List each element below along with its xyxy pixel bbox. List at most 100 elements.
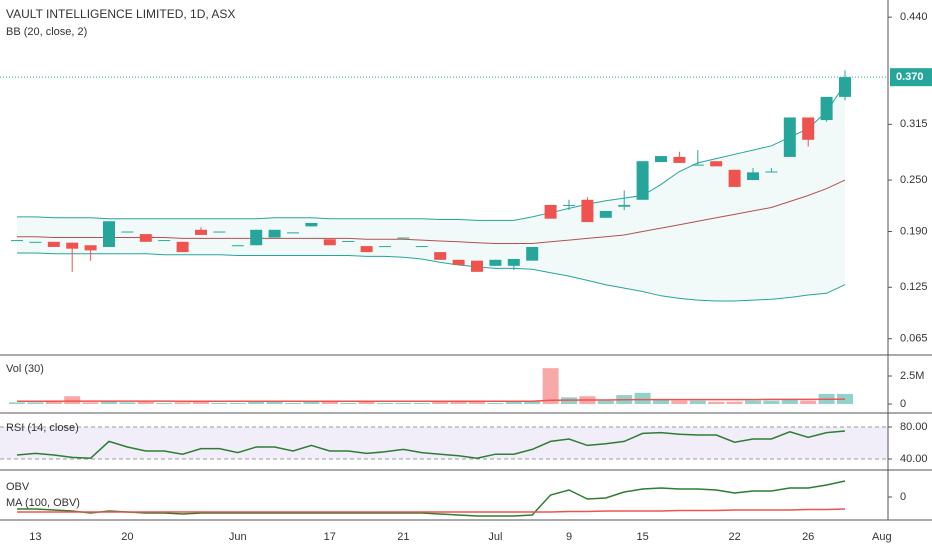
volume-bar [64,396,81,405]
y-tick-label: 0.250 [900,174,928,186]
candle-body [158,240,171,242]
rsi-band [0,427,888,459]
x-tick-label: 20 [121,531,133,543]
x-tick-label: Aug [872,531,892,543]
volume-bar [450,401,467,405]
volume-bar [505,401,522,405]
y-tick-label: 0 [900,398,906,410]
volume-bar [745,400,761,405]
volume-bar [285,402,301,405]
volume-bar [45,401,62,405]
band-upper [17,83,846,221]
candle-body [728,169,741,187]
y-tick-label: 0.190 [900,225,928,237]
volume-ma [17,398,846,403]
volume-bar [229,402,246,405]
volume-bar [597,400,614,405]
candle-body [287,232,299,234]
last-price-box [890,68,932,87]
candle-body [765,171,778,173]
volume-bar [671,400,688,405]
volume-bar [487,402,504,405]
candle-body [783,117,796,157]
indicator-line [17,508,846,513]
volume-bar [358,401,375,405]
y-tick-label: 40.00 [900,453,928,465]
volume-bar [82,402,99,405]
candle-body [176,241,189,253]
plots: 0.065 0.125 0.190 0.250 0.315 0.440 13 20 Jun 17 2… [0,11,932,543]
y-tick-label: 2.5M [900,370,924,382]
indicator-label: OBV [6,481,30,493]
candle-body [250,229,263,246]
candle-body [471,260,483,272]
candle-body [636,161,649,200]
candle-body [839,77,851,97]
candle-body [397,237,410,239]
candle-body [820,96,833,121]
x-tick-label: Jun [229,531,247,543]
volume-bar [837,393,853,405]
candle-body [305,222,318,227]
candle-body [434,252,447,260]
y-tick-label: 0.440 [900,11,928,23]
candle-body [342,240,355,242]
volume-bar [248,401,265,405]
volume-bar [156,402,173,405]
y-tick-label: 0.315 [900,118,928,130]
volume-bar [689,400,706,405]
indicator-label: BB (20, close, 2) [6,26,87,38]
volume-bar [377,402,393,405]
volume-bar [27,402,44,405]
x-tick-label: 15 [636,531,648,543]
volume-bar [524,400,541,405]
candle-body [11,240,23,242]
candle-body [213,231,226,233]
candle-body [452,259,465,265]
band-lower [17,252,846,302]
x-tick-label: 13 [29,531,41,543]
y-tick-label: 0 [900,491,906,503]
x-tick-label: 9 [566,531,572,543]
candle-body [655,156,667,163]
volume-bar [432,401,449,405]
x-tick-label: 17 [324,531,336,543]
candle-body [360,246,373,253]
candle-body [673,156,686,163]
last-price-label: 0.370 [896,71,924,83]
candle-body [526,246,539,261]
candle-body [323,239,336,246]
volume-bar [708,401,725,405]
volume-bar [101,400,117,405]
volume-bar [726,401,743,405]
candle-body [84,245,97,251]
volume-bar [211,402,228,405]
volume-bar [542,368,559,405]
volume-bar [303,401,320,405]
x-tick-label: 22 [728,531,740,543]
candle-body [802,117,815,140]
candle-body [103,221,115,247]
candle-body [544,204,557,219]
candle-body [563,204,575,206]
volume-bar [340,402,357,405]
x-tick-label: Jul [488,531,502,543]
candle-body [29,241,42,243]
indicator-line [16,430,846,459]
volume-bar [174,402,191,405]
volume-bar [800,400,817,405]
y-tick-label: 80.00 [900,421,928,433]
indicator-label: RSI (14, close) [6,422,79,434]
indicator-label: MA (100, OBV) [6,497,80,509]
y-tick-label: 0.065 [900,333,928,345]
volume-bar [469,401,485,405]
candle-body [47,241,60,247]
candle-body [66,242,79,249]
indicator-line [17,480,846,517]
candle-body [618,204,631,207]
candle-body [507,258,520,266]
candle-body [379,246,391,248]
x-tick-label: 26 [802,531,814,543]
indicator-label: Vol (30) [6,363,44,375]
